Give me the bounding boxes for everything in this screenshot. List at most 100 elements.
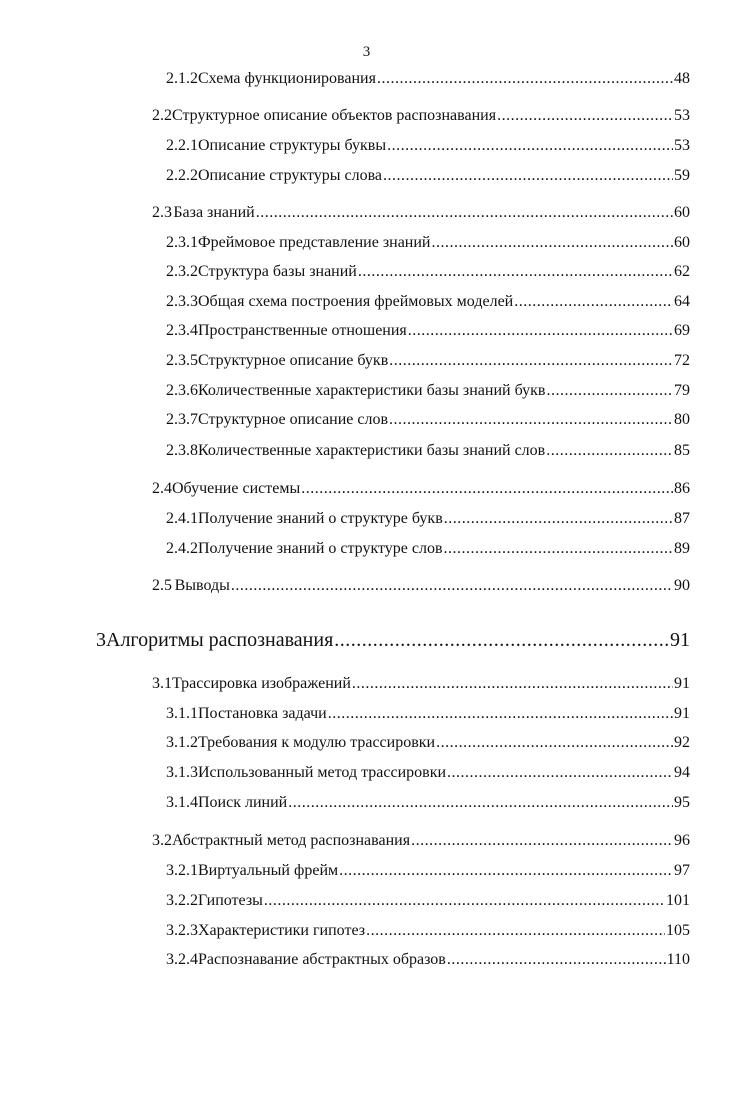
toc-entry-number: 3.2.4 — [166, 951, 198, 968]
toc-entry[interactable]: 2.2 Структурное описание объектов распозн… — [152, 106, 690, 126]
dot-leader — [352, 674, 673, 694]
toc-entry-number: 2.2.1 — [166, 137, 198, 154]
dot-leader — [546, 441, 673, 461]
toc-entry-title: Схема функционирования — [198, 70, 376, 87]
toc-entry-page: 95 — [674, 794, 690, 811]
toc-entry-number: 2.3.5 — [166, 352, 198, 369]
dot-leader — [231, 576, 673, 596]
page-number: 3 — [362, 44, 371, 60]
toc-entry-number: 2.3.6 — [166, 382, 198, 399]
toc-entry-number: 2.2 — [152, 107, 172, 124]
toc-entry-page: 85 — [674, 442, 690, 459]
toc-entry-page: 59 — [674, 167, 690, 184]
toc-entry-number: 3.1.3 — [166, 764, 198, 781]
toc-entry-page: 79 — [674, 382, 690, 399]
toc-entry-page: 92 — [674, 734, 690, 751]
toc-entry-title: Структура базы знаний — [198, 263, 357, 280]
dot-leader — [447, 763, 673, 783]
dot-leader — [546, 381, 673, 401]
toc-entry-title: Фреймовое представление знаний — [198, 234, 431, 251]
toc-entry-title: Структурное описание букв — [198, 352, 389, 369]
toc-entry-number: 2.5 — [152, 577, 172, 594]
toc-entry-number: 2.2.2 — [166, 167, 198, 184]
dot-leader — [447, 950, 666, 970]
toc-entry-page: 69 — [674, 322, 690, 339]
toc-entry-page: 91 — [674, 705, 690, 722]
dot-leader — [389, 410, 673, 430]
dot-leader — [366, 921, 665, 941]
toc-entry-title: База знаний — [173, 204, 255, 221]
toc-entry-page: 60 — [674, 234, 690, 251]
toc-entry-page: 62 — [674, 263, 690, 280]
dot-leader — [264, 891, 665, 911]
toc-entry[interactable]: 2.3.3 Общая схема построения фреймовых мо… — [166, 292, 690, 312]
toc-entry-title: Получение знаний о структуре слов — [198, 540, 443, 557]
dot-leader — [256, 203, 673, 223]
toc-entry-title: Распознавание абстрактных образов — [198, 951, 446, 968]
toc-entry-number: 3.1.2 — [166, 734, 198, 751]
toc-entry-number: 2.3.4 — [166, 322, 198, 339]
dot-leader — [339, 861, 673, 881]
toc-entry-title: Общая схема построения фреймовых моделей — [198, 293, 514, 310]
toc-entry-page: 48 — [674, 70, 690, 87]
toc-entry-title: Поиск линий — [198, 794, 288, 811]
dot-leader — [334, 628, 669, 652]
toc-entry-title: Описание структуры буквы — [198, 137, 387, 154]
toc-entry-page: 97 — [674, 862, 690, 879]
toc-entry-title: Виртуальный фрейм — [198, 862, 339, 879]
toc-entry-title: Алгоритмы распознавания — [106, 629, 334, 651]
dot-leader — [377, 69, 673, 89]
toc-entry-page: 53 — [674, 137, 690, 154]
toc-entry[interactable]: 2.3.8 Количественные характеристики базы … — [166, 441, 690, 461]
toc-entry-title: Структурное описание слов — [198, 411, 389, 428]
dot-leader — [408, 321, 673, 341]
toc-entry-number: 2.4 — [152, 480, 172, 497]
toc-entry-page: 72 — [674, 352, 690, 369]
toc-entry-title: Характеристики гипотез — [198, 922, 366, 939]
toc-entry-number: 3.2 — [152, 832, 172, 849]
toc-entry-number: 2.3.3 — [166, 293, 198, 310]
toc-entry-page: 110 — [666, 951, 690, 968]
toc-entry-number: 3.1.4 — [166, 794, 198, 811]
toc-entry-page: 91 — [670, 629, 690, 651]
dot-leader — [288, 793, 673, 813]
toc-entry-title: Использованный метод трассировки — [198, 764, 447, 781]
toc-entry-number: 2.3.1 — [166, 234, 198, 251]
toc-entry-number: 3.2.1 — [166, 862, 198, 879]
toc-entry-page: 80 — [674, 411, 690, 428]
toc-entry-number: 3.1.1 — [166, 705, 198, 722]
toc-entry-title: Получение знаний о структуре букв — [198, 510, 443, 527]
toc-entry-title: Обучение системы — [172, 480, 301, 497]
toc-entry-page: 91 — [674, 675, 690, 692]
toc-entry-page: 64 — [674, 293, 690, 310]
toc-entry-page: 87 — [674, 510, 690, 527]
toc-entry-page: 96 — [674, 832, 690, 849]
toc-entry-page: 86 — [674, 480, 690, 497]
toc-entry[interactable]: 2.3.6 Количественные характеристики базы … — [166, 381, 690, 401]
dot-leader — [389, 351, 673, 371]
